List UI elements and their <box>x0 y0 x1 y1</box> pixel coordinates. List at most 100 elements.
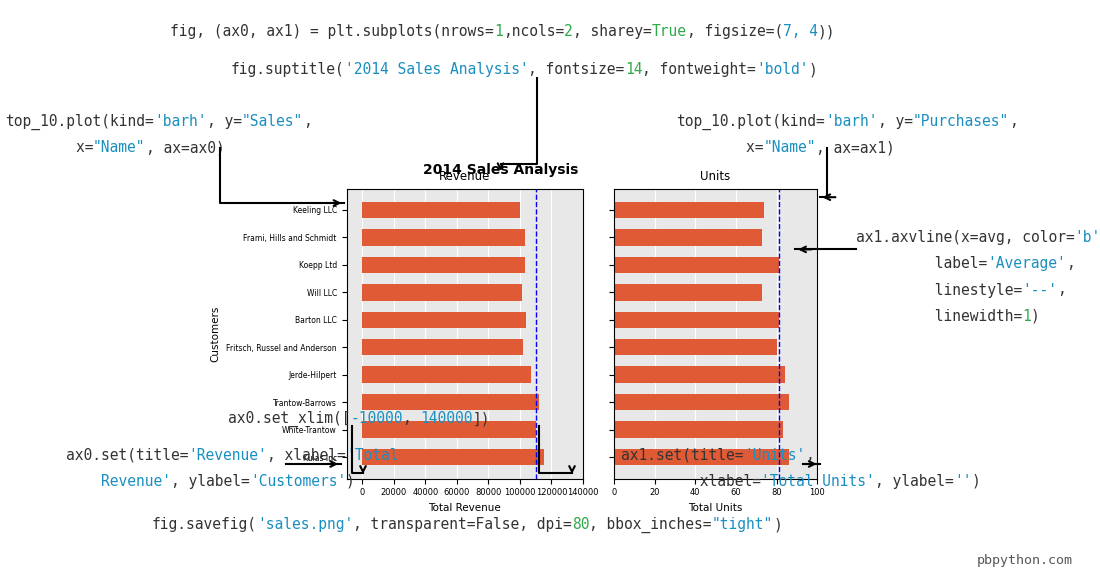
Text: ,: , <box>403 411 420 426</box>
X-axis label: Total Units: Total Units <box>689 503 743 513</box>
Text: 14: 14 <box>625 62 642 77</box>
Average <box>772 454 785 461</box>
Text: ,ncols=: ,ncols= <box>503 24 564 39</box>
Bar <box>362 256 525 273</box>
Text: , xlabel=: , xlabel= <box>267 448 346 463</box>
Text: True: True <box>651 24 686 39</box>
Bar <box>362 422 536 438</box>
Text: 'Average': 'Average' <box>987 256 1066 271</box>
Text: 'barh': 'barh' <box>154 114 207 129</box>
Text: ): ) <box>346 474 355 489</box>
X-axis label: Total Revenue: Total Revenue <box>428 503 502 513</box>
Text: 2014 Sales Analysis: 2014 Sales Analysis <box>422 163 579 177</box>
Bar <box>614 449 789 465</box>
Text: 140000: 140000 <box>420 411 473 426</box>
Text: top_10.plot(kind=: top_10.plot(kind= <box>6 114 154 130</box>
Text: '2014 Sales Analysis': '2014 Sales Analysis' <box>344 62 528 77</box>
Text: ,: , <box>1009 114 1018 129</box>
Text: 'Total: 'Total <box>346 448 398 463</box>
Bar <box>362 284 521 300</box>
Bar <box>362 202 520 218</box>
Bar <box>614 394 789 411</box>
Text: x=: x= <box>676 140 764 155</box>
Bar <box>362 367 531 383</box>
Text: 'barh': 'barh' <box>825 114 878 129</box>
Text: 'Revenue': 'Revenue' <box>188 448 267 463</box>
Text: ax0.set_xlim([: ax0.set_xlim([ <box>228 411 350 427</box>
Text: ,: , <box>805 448 814 463</box>
Y-axis label: Customers: Customers <box>210 305 221 362</box>
Text: , figsize=(: , figsize=( <box>686 24 783 39</box>
Bar <box>614 284 762 300</box>
Text: 2: 2 <box>564 24 573 39</box>
Text: "Sales": "Sales" <box>242 114 302 129</box>
Title: Units: Units <box>701 170 730 183</box>
Text: ax1.axvline(x=avg, color=: ax1.axvline(x=avg, color= <box>856 230 1075 245</box>
Text: pbpython.com: pbpython.com <box>977 554 1072 567</box>
Title: Revenue: Revenue <box>439 170 491 183</box>
Text: ax0.set(title=: ax0.set(title= <box>66 448 188 463</box>
Text: ): ) <box>971 474 980 489</box>
Text: , bbox_inches=: , bbox_inches= <box>590 517 712 533</box>
Bar <box>614 311 779 328</box>
Bar <box>362 229 525 245</box>
Text: xlabel=: xlabel= <box>621 474 761 489</box>
Bar <box>614 229 762 245</box>
Text: 1: 1 <box>1022 309 1031 324</box>
Bar <box>362 311 526 328</box>
Text: ): ) <box>1031 309 1040 324</box>
Text: 'bold': 'bold' <box>756 62 808 77</box>
Text: 'sales.png': 'sales.png' <box>256 517 353 532</box>
Average <box>529 426 542 433</box>
Text: 'b': 'b' <box>1075 230 1100 245</box>
Text: , ylabel=: , ylabel= <box>170 474 250 489</box>
Text: "tight": "tight" <box>712 517 773 532</box>
Text: , y=: , y= <box>878 114 913 129</box>
Bar <box>362 339 524 356</box>
Text: 7, 4: 7, 4 <box>783 24 818 39</box>
Text: ,: , <box>302 114 311 129</box>
Average <box>772 426 785 433</box>
Text: , fontweight=: , fontweight= <box>642 62 756 77</box>
Text: '': '' <box>954 474 971 489</box>
Bar <box>362 449 543 465</box>
Text: )): )) <box>818 24 836 39</box>
Text: -10000: -10000 <box>350 411 403 426</box>
Text: 'Units': 'Units' <box>744 448 805 463</box>
Text: '--': '--' <box>1022 282 1057 298</box>
Bar <box>614 256 779 273</box>
Bar <box>614 202 764 218</box>
Text: 1: 1 <box>494 24 503 39</box>
Text: fig.suptitle(: fig.suptitle( <box>231 62 344 77</box>
Text: ,: , <box>1057 282 1066 298</box>
Text: label=: label= <box>856 256 987 271</box>
Text: 'Total Units': 'Total Units' <box>761 474 876 489</box>
Text: ,: , <box>1066 256 1075 271</box>
Bar <box>362 394 539 411</box>
Text: linestyle=: linestyle= <box>856 282 1022 298</box>
Text: ax1.set(title=: ax1.set(title= <box>621 448 744 463</box>
Text: "Name": "Name" <box>764 140 816 155</box>
Bar <box>614 367 784 383</box>
Bar <box>614 422 783 438</box>
Text: top_10.plot(kind=: top_10.plot(kind= <box>676 114 825 130</box>
Text: ]): ]) <box>473 411 491 426</box>
Text: "Name": "Name" <box>94 140 145 155</box>
Text: 'Customers': 'Customers' <box>250 474 346 489</box>
Text: Revenue': Revenue' <box>66 474 170 489</box>
Text: ): ) <box>773 517 782 532</box>
Text: fig, (ax0, ax1) = plt.subplots(nrows=: fig, (ax0, ax1) = plt.subplots(nrows= <box>170 24 494 39</box>
Text: , ax=ax1): , ax=ax1) <box>816 140 895 155</box>
Text: , transparent=False, dpi=: , transparent=False, dpi= <box>353 517 572 532</box>
Text: , ax=ax0): , ax=ax0) <box>145 140 224 155</box>
Text: fig.savefig(: fig.savefig( <box>152 517 256 532</box>
Average <box>529 454 542 461</box>
Bar <box>614 339 777 356</box>
Text: , ylabel=: , ylabel= <box>876 474 954 489</box>
Text: linewidth=: linewidth= <box>856 309 1022 324</box>
Text: "Purchases": "Purchases" <box>913 114 1009 129</box>
Text: , fontsize=: , fontsize= <box>528 62 625 77</box>
Text: x=: x= <box>6 140 94 155</box>
Text: , y=: , y= <box>207 114 242 129</box>
Text: 80: 80 <box>572 517 590 532</box>
